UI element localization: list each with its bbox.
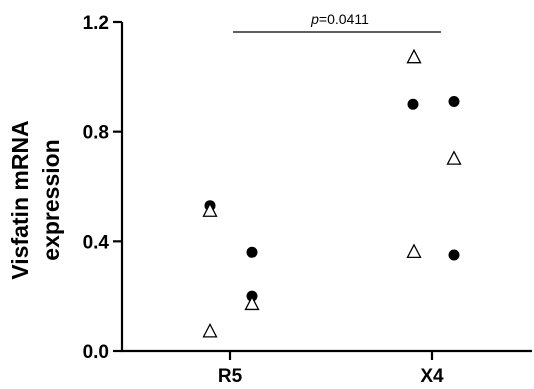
y-axis-title: Visfatin mRNA expression	[7, 120, 64, 279]
data-points	[202, 48, 462, 338]
data-point-open-triangle	[202, 202, 218, 217]
y-axis-title-line-2: expression	[38, 139, 64, 260]
p-value-label: p=0.0411	[310, 11, 369, 27]
y-tick-label: 0.4	[83, 232, 110, 253]
y-tick-label: 0.0	[83, 342, 109, 363]
data-point-open-triangle	[446, 150, 462, 165]
data-point-filled-circle	[407, 98, 419, 110]
data-point-filled-circle	[448, 249, 460, 261]
x-axis: R5 X4	[121, 349, 532, 387]
data-point-filled-circle	[246, 246, 258, 258]
y-axis-title-line-1: Visfatin mRNA	[7, 120, 33, 279]
x-tick-label-x4: X4	[420, 366, 444, 387]
data-point-open-triangle	[244, 295, 260, 311]
data-point-open-triangle	[406, 48, 422, 64]
data-point-open-triangle	[406, 243, 422, 258]
y-tick-label: 0.8	[83, 123, 109, 144]
data-point-open-triangle	[202, 322, 218, 338]
p-value: =0.0411	[319, 11, 369, 27]
significance-annotation: p=0.0411	[233, 11, 441, 33]
y-axis: 0.0 0.4 0.8 1.2	[83, 13, 124, 363]
p-symbol: p	[310, 11, 319, 27]
x-tick-label-r5: R5	[218, 366, 243, 387]
y-tick-label: 1.2	[83, 13, 109, 34]
data-point-filled-circle	[448, 96, 460, 108]
